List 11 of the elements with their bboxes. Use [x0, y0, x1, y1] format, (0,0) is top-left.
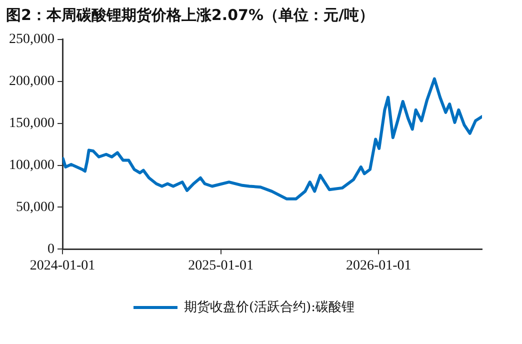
- x-tick-label: 2024-01-01: [30, 258, 96, 274]
- x-tick-label: 2025-01-01: [188, 258, 254, 274]
- legend-label: 期货收盘价(活跃合约):碳酸锂: [184, 300, 355, 315]
- y-tick-label: 200,000: [9, 74, 54, 90]
- y-tick-label: 250,000: [9, 32, 54, 48]
- y-tick-label: 100,000: [9, 158, 54, 173]
- y-tick-label: 150,000: [9, 116, 54, 131]
- x-tick-label: 2026-01-01: [346, 258, 412, 274]
- y-tick-label: 0: [48, 242, 54, 257]
- chart-title: 图2：本周碳酸锂期货价格上涨2.07%（单位：元/吨）: [5, 5, 375, 26]
- y-tick-label: 50,000: [16, 200, 54, 215]
